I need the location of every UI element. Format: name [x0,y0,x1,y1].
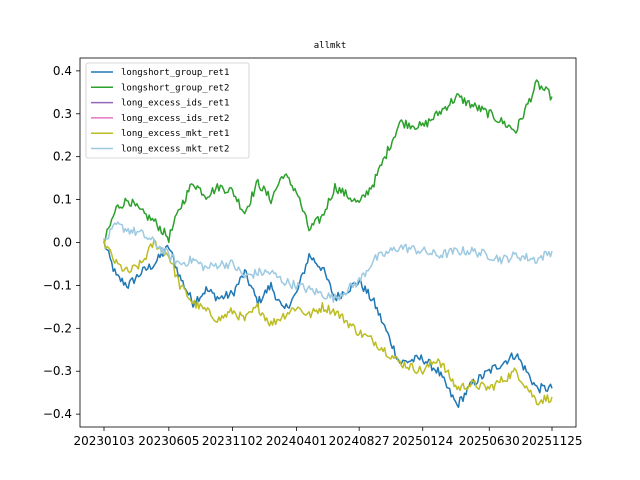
legend-label: long_excess_ids_ret1 [121,99,229,109]
chart-title: allmkt [314,41,347,51]
x-tick-label: 20250630 [459,434,520,448]
series-line-long_excess_mkt_ret1 [103,238,553,406]
series-line-longshort_group_ret2 [103,79,553,244]
plot-lines [103,79,553,409]
legend: longshort_group_ret1 longshort_group_ret2… [85,62,250,159]
legend-label: long_excess_mkt_ret1 [121,129,229,139]
y-tick-label: 0.2 [53,150,72,164]
y-axis: 0.4 0.3 0.2 0.1 0.0 −0.1 −0.2 −0.3 −0.4 [43,64,80,421]
legend-label: longshort_group_ret2 [121,83,229,93]
y-tick-label: −0.3 [43,364,72,378]
x-tick-label: 20230103 [73,434,134,448]
series-line-longshort_group_ret1 [103,240,553,409]
y-tick-label: 0.4 [53,64,72,78]
legend-label: long_excess_ids_ret2 [121,114,229,124]
x-tick-label: 20250124 [392,434,453,448]
y-tick-label: −0.2 [43,321,72,335]
y-tick-label: −0.1 [43,278,72,292]
x-tick-label: 20230605 [138,434,199,448]
y-tick-label: −0.4 [43,407,72,421]
legend-label: long_excess_mkt_ret2 [121,145,229,155]
y-tick-label: 0.0 [53,236,72,250]
y-tick-label: 0.1 [53,193,72,207]
x-axis: 20230103 20230605 20231102 20240401 20240827… [73,427,583,448]
x-tick-label: 20240827 [329,434,390,448]
legend-box [85,62,250,159]
x-tick-label: 20240401 [266,434,327,448]
x-tick-label: 20251125 [521,434,582,448]
x-tick-label: 20231102 [202,434,263,448]
y-tick-label: 0.3 [53,107,72,121]
series-line-long_excess_mkt_ret2 [103,221,553,303]
legend-label: longshort_group_ret1 [121,68,229,78]
